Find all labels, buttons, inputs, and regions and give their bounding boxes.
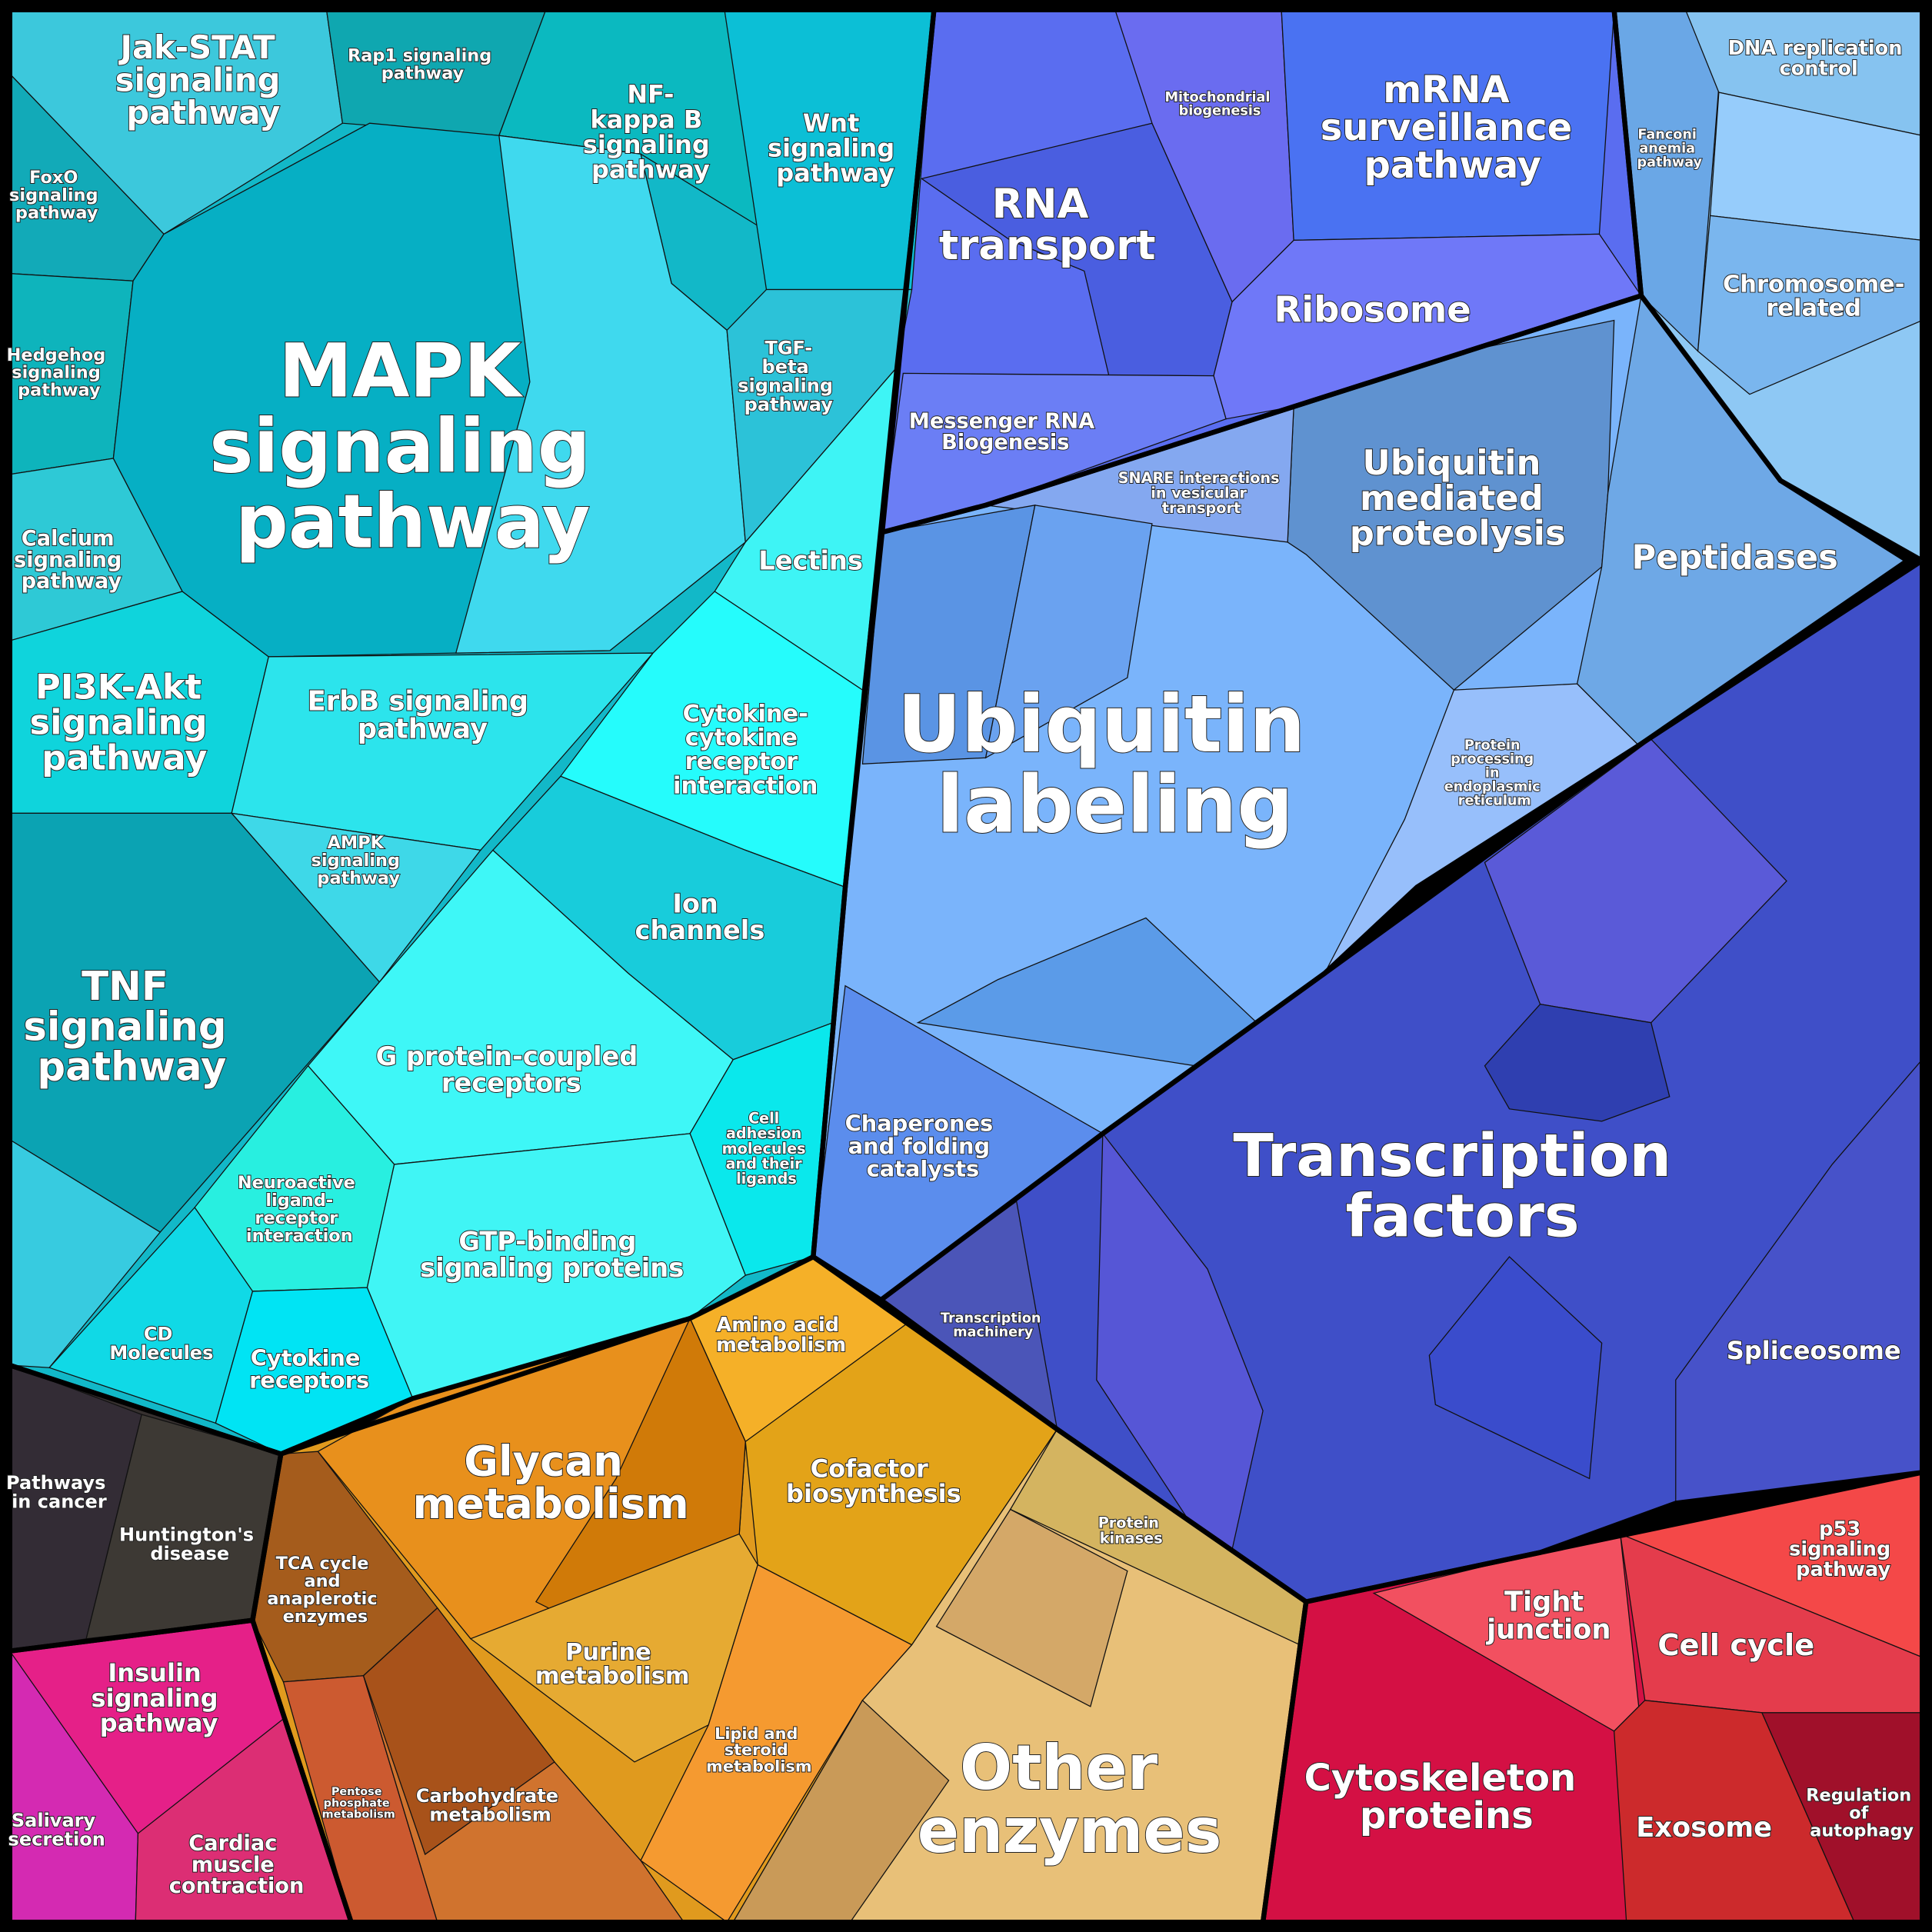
cell-label: CD Molecules — [109, 1323, 213, 1364]
cell-label: Cell cycle — [1657, 1628, 1814, 1663]
cell — [1096, 1132, 1264, 1579]
cell-label: TCA cycle and anaplerotic enzymes — [267, 1554, 383, 1627]
cell-label: Transcription machinery — [941, 1311, 1046, 1340]
cell-label: PI3K-Akt signaling pathway — [29, 667, 219, 778]
cell-label: Chromosome-related — [1723, 271, 1904, 322]
cell-label: Pathways in cancer — [6, 1472, 112, 1513]
cell — [230, 812, 481, 983]
cell-label: Peptidases — [1631, 538, 1837, 577]
cell-label: Tight junction — [1485, 1587, 1611, 1646]
cell — [1697, 215, 1923, 395]
cell-label: Pentose phosphate metabolism — [322, 1786, 395, 1820]
cell-label: Ubiquitin mediated proteolysis — [1350, 442, 1566, 554]
cell — [362, 1607, 555, 1856]
cell-label: Messenger RNA Biogenesis — [909, 409, 1102, 455]
cell-label: Transcription factors — [1233, 1122, 1692, 1251]
cell-label: Other enzymes — [918, 1732, 1222, 1867]
cell-label: Glycan metabolism — [412, 1437, 688, 1529]
cell-label: Cardiac muscle contraction — [169, 1832, 305, 1899]
cell-label: Jak-STAT signaling pathway — [115, 28, 291, 132]
cell-label: ErbB signaling pathway — [308, 686, 538, 745]
cell — [935, 1508, 1128, 1707]
labels: Jak-STAT signaling pathway Rap1 signaling… — [5, 28, 1918, 1899]
cell-label: TNF signaling pathway — [23, 964, 240, 1091]
cell-label: Rap1 signaling pathway — [348, 46, 498, 84]
cell-label: Lectins — [758, 546, 863, 576]
cell — [984, 505, 1153, 759]
cell-label: Wnt signaling pathway — [768, 108, 903, 188]
cell-label: Insulin signaling pathway — [92, 1658, 227, 1737]
cell-label: Regulation of autophagy — [1806, 1786, 1917, 1841]
cell-label: Cell adhesion molecules and their ligand… — [722, 1110, 811, 1188]
cell-label: Protein kinases — [1098, 1514, 1164, 1547]
cell-label: Protein processing in endoplasmic reticu… — [1444, 738, 1545, 809]
cell-label: Fanconi anemia pathway — [1637, 127, 1702, 170]
cell — [1428, 1256, 1603, 1480]
cell-label: Ion channels — [635, 889, 765, 945]
cell-label: Salivary secretion — [8, 1810, 105, 1850]
cell-label: TGF-beta signaling pathway — [738, 337, 839, 415]
cell-label: SNARE interactions in vesicular transpor… — [1118, 469, 1285, 517]
cell-label: Calcium signaling pathway — [14, 527, 129, 594]
cell-label: Neuroactive ligand-receptor interaction — [238, 1173, 361, 1246]
cell-label: NF-kappa B signaling pathway — [583, 80, 718, 185]
cell-label: Carbohydrate metabolism — [416, 1785, 565, 1826]
cell-label: Huntington's disease — [119, 1524, 260, 1565]
cell-label: AMPK signaling pathway — [311, 833, 406, 888]
cell-label: Lipid and steroid metabolism — [706, 1724, 811, 1775]
cell-label: RNA transport — [939, 181, 1156, 269]
cell-label: mRNA surveillance pathway — [1321, 68, 1585, 187]
cell-label: G protein-coupled receptors — [376, 1041, 648, 1098]
cell — [1484, 1003, 1671, 1122]
cell-label: Cytokine-cytokine receptor interaction — [673, 701, 818, 799]
cell-label: Purine metabolism — [535, 1639, 690, 1690]
cells — [9, 9, 1923, 1924]
cell-label: Chaperones and folding catalysts — [845, 1111, 1001, 1182]
cell-label: Cofactor biosynthesis — [786, 1454, 961, 1509]
cell-label: Ubiquitin labeling — [898, 679, 1333, 851]
cell-label: MAPK signaling pathway — [209, 328, 616, 565]
cell-label: Cytoskeleton proteins — [1304, 1757, 1589, 1837]
cell-label: GTP-binding signaling proteins — [420, 1226, 684, 1282]
cell-label: FoxO signaling pathway — [9, 168, 104, 223]
cell — [689, 1021, 834, 1276]
cell-label: Exosome — [1636, 1812, 1772, 1844]
cell-label: Cytokine receptors — [249, 1344, 369, 1393]
cell-label: Hedgehog signaling pathway — [7, 345, 112, 401]
cell — [1484, 738, 1787, 1024]
cell-label: Spliceosome — [1727, 1336, 1901, 1365]
cell-label: p53 signaling pathway — [1789, 1518, 1897, 1581]
cell-label: Ribosome — [1274, 288, 1471, 330]
cell-label: DNA replication control — [1728, 37, 1910, 80]
cell-label: Mitochondrial biogenesis — [1164, 90, 1274, 119]
cell-label: Amino acid metabolism — [716, 1314, 846, 1357]
